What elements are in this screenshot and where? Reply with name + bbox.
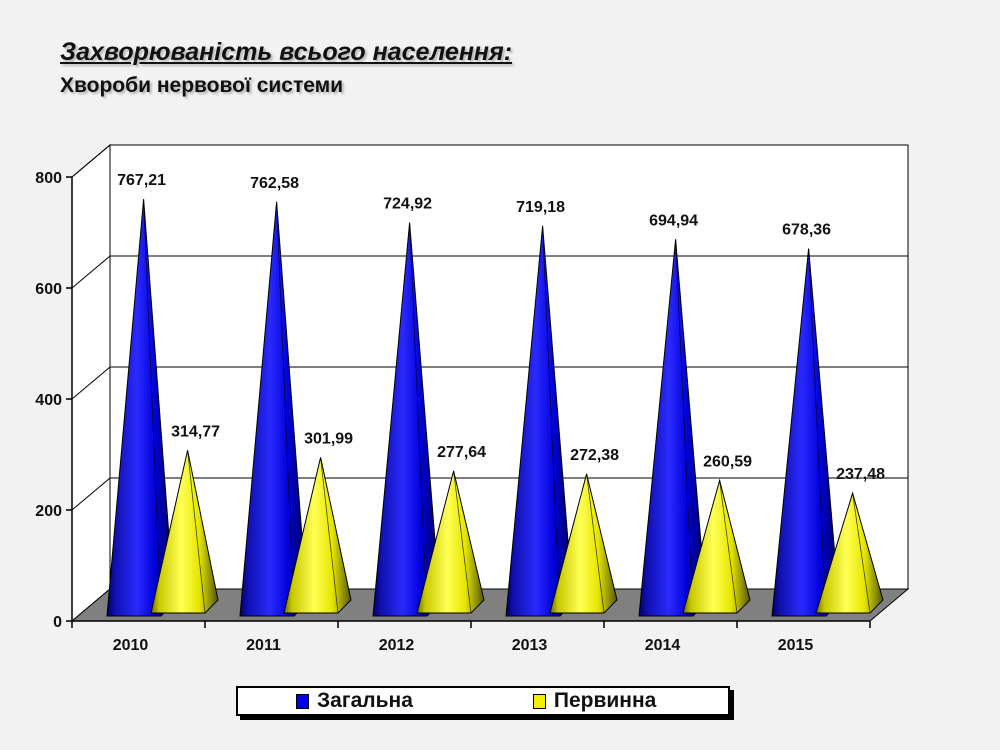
data-label: 277,64: [437, 444, 486, 461]
y-tick-label: 200: [35, 503, 62, 520]
cone-general: 678,36: [771, 222, 840, 617]
cone-edge: [453, 470, 472, 614]
legend-swatch-primary: [532, 693, 546, 709]
cone-general: 767,21: [106, 172, 175, 617]
cone-edge: [409, 222, 428, 617]
data-label: 272,38: [570, 447, 619, 464]
chart-marks: 767,21 314,77 762,58 301,99 724,92 277,64 719,…: [106, 172, 885, 617]
data-label: 694,94: [649, 212, 698, 229]
cone-primary: 301,99: [283, 430, 353, 614]
gridline: [71, 366, 908, 400]
cone-primary: 272,38: [549, 447, 619, 614]
x-tick-label: 2011: [246, 637, 281, 654]
data-label: 724,92: [383, 196, 432, 213]
cone-edge: [808, 248, 827, 617]
cone-edge: [320, 457, 339, 614]
legend-swatch-general: [296, 693, 309, 709]
axes: 0 200 400 600 800 2010 2011 2012 2013 2014 2015: [35, 170, 871, 654]
cone-primary: 237,48: [815, 466, 885, 614]
cone-edge: [852, 493, 871, 614]
y-tick-label: 800: [35, 170, 62, 187]
gridline: [71, 144, 908, 178]
y-tick-label: 0: [53, 614, 62, 631]
legend-item-general: Загальна: [296, 689, 413, 713]
gridlines: [71, 144, 908, 511]
y-tick-label: 600: [35, 281, 62, 298]
data-label: 314,77: [171, 423, 220, 440]
x-tick-label: 2013: [512, 637, 548, 654]
gridline: [71, 477, 908, 511]
cone-general: 762,58: [239, 175, 308, 617]
cone-general: 694,94: [638, 212, 707, 617]
x-tick-label: 2014: [645, 637, 681, 654]
cone-primary: 277,64: [416, 444, 486, 614]
data-label: 719,18: [516, 199, 565, 216]
legend: Загальна Первинна: [236, 686, 730, 716]
gridline: [71, 255, 908, 289]
cone-bar-chart: 0 200 400 600 800 2010 2011 2012 2013 2014 2015 76…: [35, 143, 910, 654]
data-label: 678,36: [782, 222, 831, 239]
data-label: 762,58: [250, 175, 299, 192]
cone-primary: 260,59: [682, 453, 752, 614]
cone-edge: [675, 239, 694, 617]
cone-edge: [143, 199, 162, 617]
cone-edge: [719, 480, 738, 614]
cone-edge: [187, 450, 206, 614]
data-label: 237,48: [836, 466, 885, 483]
cone-primary: 314,77: [150, 423, 220, 614]
legend-label-primary: Первинна: [553, 689, 657, 712]
chart-subtitle: Хвороби нервової системи: [60, 74, 344, 97]
x-tick-label: 2012: [379, 637, 415, 654]
data-label: 767,21: [117, 172, 166, 189]
data-label: 260,59: [703, 453, 752, 470]
x-tick-label: 2010: [113, 637, 149, 654]
legend-item-primary: Первинна: [532, 689, 657, 713]
cone-edge: [276, 201, 295, 617]
chart-title: Захворюваність всього населення:: [60, 38, 513, 66]
cone-general: 724,92: [372, 196, 441, 617]
y-tick-label: 400: [35, 392, 62, 409]
cone-general: 719,18: [505, 199, 574, 617]
legend-label-general: Загальна: [317, 689, 413, 712]
data-label: 301,99: [304, 430, 353, 447]
x-tick-label: 2015: [778, 637, 814, 654]
cone-edge: [542, 225, 561, 617]
cone-edge: [586, 473, 605, 614]
